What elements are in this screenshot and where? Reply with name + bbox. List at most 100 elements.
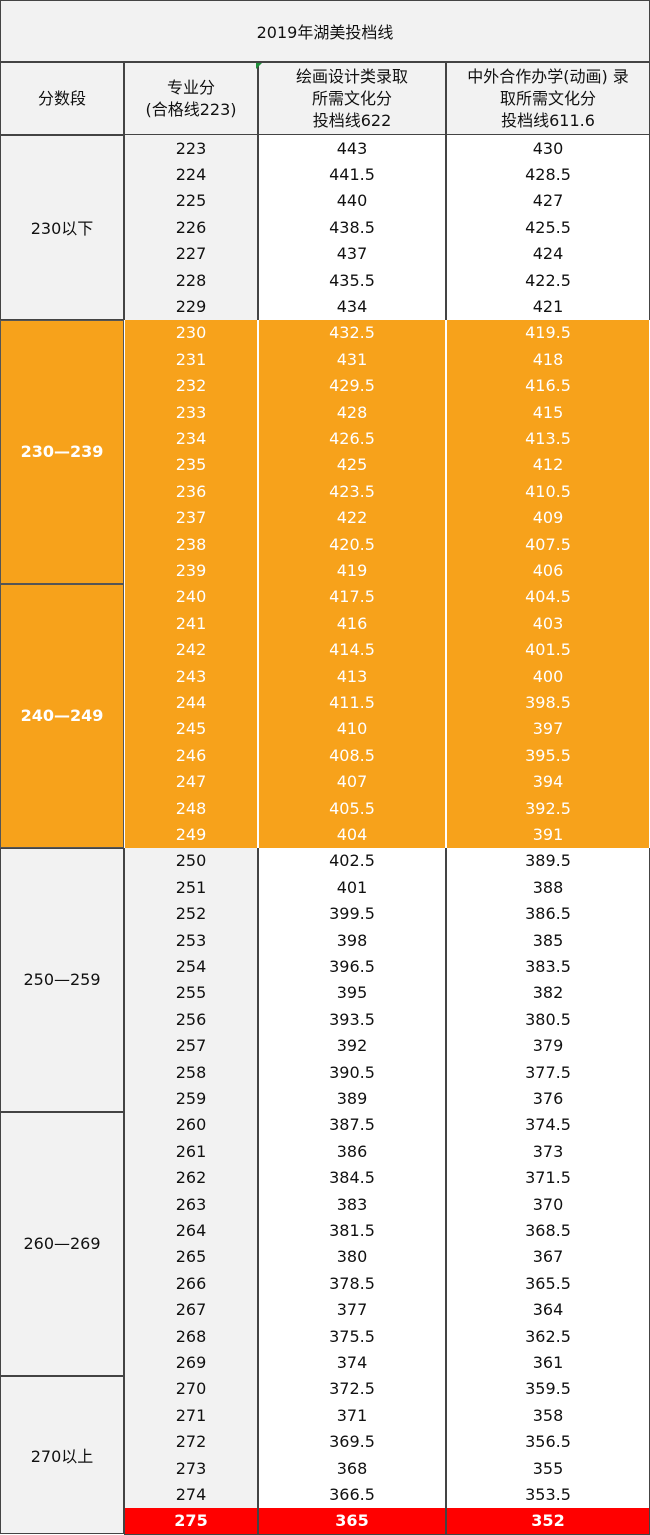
painting-design-score-cell: 417.5 xyxy=(258,583,446,612)
major-score-cell: 223 xyxy=(124,135,258,163)
major-score-cell: 258 xyxy=(124,1059,258,1087)
major-score-cell: 224 xyxy=(124,161,258,189)
header-painting-design-line3: 投档线622 xyxy=(312,111,392,130)
joint-program-score-cell: 361 xyxy=(446,1349,650,1377)
joint-program-score-cell: 368.5 xyxy=(446,1217,650,1245)
joint-program-score-cell: 364 xyxy=(446,1296,650,1324)
score-range-group: 250—259 xyxy=(0,847,124,1112)
major-score-cell: 251 xyxy=(124,874,258,902)
joint-program-score-cell: 358 xyxy=(446,1402,650,1430)
header-major-score: 专业分 (合格线223) xyxy=(124,62,258,135)
joint-program-score-cell: 376 xyxy=(446,1085,650,1113)
major-score-cell: 233 xyxy=(124,399,258,427)
painting-design-score-cell: 405.5 xyxy=(258,795,446,823)
joint-program-score-cell: 425.5 xyxy=(446,214,650,242)
score-range-group: 240—249 xyxy=(0,583,124,848)
major-score-cell: 270 xyxy=(124,1375,258,1404)
major-score-cell: 236 xyxy=(124,478,258,506)
major-score-cell: 225 xyxy=(124,187,258,216)
joint-program-score-cell: 377.5 xyxy=(446,1059,650,1087)
joint-program-score-cell: 385 xyxy=(446,927,650,955)
major-score-cell: 247 xyxy=(124,768,258,796)
major-score-cell: 273 xyxy=(124,1455,258,1483)
painting-design-score-cell: 437 xyxy=(258,240,446,268)
painting-design-score-cell: 398 xyxy=(258,927,446,955)
painting-design-score-cell: 423.5 xyxy=(258,478,446,506)
major-score-cell: 228 xyxy=(124,267,258,295)
painting-design-score-cell: 408.5 xyxy=(258,742,446,770)
major-score-cell: 250 xyxy=(124,847,258,876)
major-score-cell: 257 xyxy=(124,1032,258,1060)
painting-design-score-cell: 365 xyxy=(258,1507,446,1535)
painting-design-score-cell: 399.5 xyxy=(258,900,446,928)
major-score-cell: 241 xyxy=(124,610,258,638)
painting-design-score-cell: 380 xyxy=(258,1243,446,1272)
painting-design-score-cell: 435.5 xyxy=(258,267,446,295)
painting-design-score-cell: 386 xyxy=(258,1138,446,1166)
painting-design-score-cell: 393.5 xyxy=(258,1006,446,1034)
joint-program-score-cell: 359.5 xyxy=(446,1375,650,1404)
major-score-cell: 268 xyxy=(124,1323,258,1351)
joint-program-score-cell: 395.5 xyxy=(446,742,650,770)
joint-program-score-cell: 398.5 xyxy=(446,689,650,717)
joint-program-score-cell: 404.5 xyxy=(446,583,650,612)
header-major-score-line1: 专业分 xyxy=(166,77,215,97)
painting-design-score-cell: 426.5 xyxy=(258,425,446,453)
painting-design-score-cell: 425 xyxy=(258,451,446,480)
major-score-cell: 255 xyxy=(124,979,258,1008)
joint-program-score-cell: 419.5 xyxy=(446,319,650,348)
comment-marker-icon xyxy=(256,63,262,69)
major-score-cell: 253 xyxy=(124,927,258,955)
table-title: 2019年湖美投档线 xyxy=(0,0,650,62)
major-score-cell: 252 xyxy=(124,900,258,928)
major-score-cell: 275 xyxy=(124,1507,258,1535)
joint-program-score-cell: 371.5 xyxy=(446,1164,650,1192)
major-score-cell: 227 xyxy=(124,240,258,268)
joint-program-score-cell: 428.5 xyxy=(446,161,650,189)
painting-design-score-cell: 378.5 xyxy=(258,1270,446,1298)
painting-design-score-cell: 366.5 xyxy=(258,1481,446,1509)
painting-design-score-cell: 389 xyxy=(258,1085,446,1113)
painting-design-score-cell: 411.5 xyxy=(258,689,446,717)
joint-program-score-cell: 430 xyxy=(446,135,650,163)
painting-design-score-cell: 372.5 xyxy=(258,1375,446,1404)
joint-program-score-cell: 355 xyxy=(446,1455,650,1483)
painting-design-score-cell: 428 xyxy=(258,399,446,427)
header-painting-design-line2: 所需文化分 xyxy=(311,89,392,108)
header-joint-program: 中外合作办学(动画) 录 取所需文化分 投档线611.6 xyxy=(446,62,650,135)
major-score-cell: 238 xyxy=(124,531,258,559)
joint-program-score-cell: 413.5 xyxy=(446,425,650,453)
joint-program-score-cell: 392.5 xyxy=(446,795,650,823)
painting-design-score-cell: 395 xyxy=(258,979,446,1008)
painting-design-score-cell: 392 xyxy=(258,1032,446,1060)
painting-design-score-cell: 413 xyxy=(258,663,446,691)
painting-design-score-cell: 429.5 xyxy=(258,372,446,400)
joint-program-score-cell: 391 xyxy=(446,821,650,849)
painting-design-score-cell: 438.5 xyxy=(258,214,446,242)
joint-program-score-cell: 367 xyxy=(446,1243,650,1272)
painting-design-score-cell: 381.5 xyxy=(258,1217,446,1245)
painting-design-score-cell: 414.5 xyxy=(258,636,446,664)
joint-program-score-cell: 394 xyxy=(446,768,650,796)
joint-program-score-cell: 416.5 xyxy=(446,372,650,400)
painting-design-score-cell: 387.5 xyxy=(258,1111,446,1140)
major-score-cell: 242 xyxy=(124,636,258,664)
joint-program-score-cell: 427 xyxy=(446,187,650,216)
major-score-cell: 259 xyxy=(124,1085,258,1113)
major-score-cell: 240 xyxy=(124,583,258,612)
joint-program-score-cell: 412 xyxy=(446,451,650,480)
joint-program-score-cell: 409 xyxy=(446,504,650,532)
painting-design-score-cell: 422 xyxy=(258,504,446,532)
major-score-cell: 243 xyxy=(124,663,258,691)
painting-design-score-cell: 377 xyxy=(258,1296,446,1324)
score-range-group: 260—269 xyxy=(0,1111,124,1376)
painting-design-score-cell: 375.5 xyxy=(258,1323,446,1351)
joint-program-score-cell: 397 xyxy=(446,715,650,744)
painting-design-score-cell: 407 xyxy=(258,768,446,796)
major-score-cell: 274 xyxy=(124,1481,258,1509)
joint-program-score-cell: 356.5 xyxy=(446,1428,650,1456)
joint-program-score-cell: 422.5 xyxy=(446,267,650,295)
joint-program-score-cell: 379 xyxy=(446,1032,650,1060)
joint-program-score-cell: 382 xyxy=(446,979,650,1008)
